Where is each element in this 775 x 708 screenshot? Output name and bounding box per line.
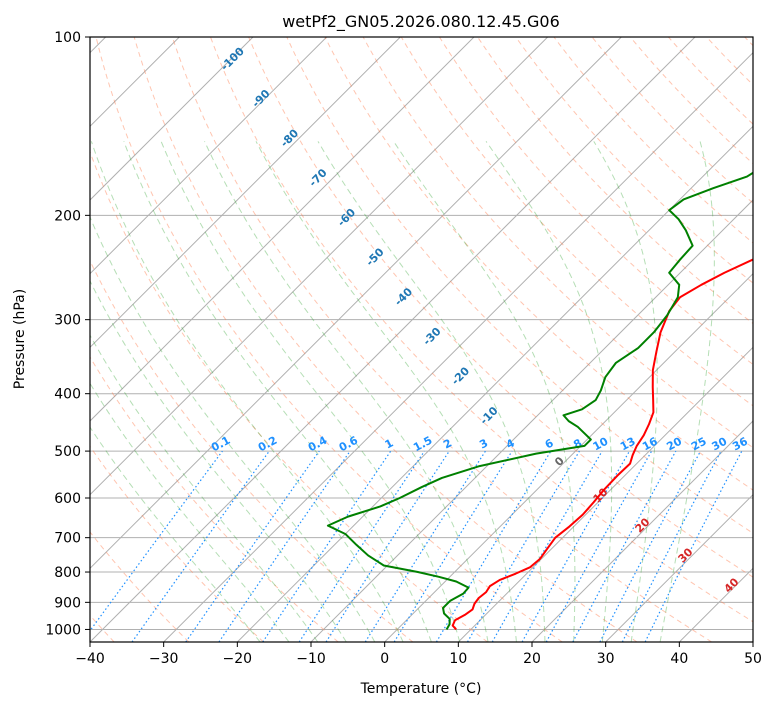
moist-adiabat-line (393, 141, 576, 642)
x-tick-label: −40 (75, 651, 105, 667)
isotherm-line (90, 37, 622, 570)
x-tick-label: 20 (523, 651, 541, 667)
y-tick-label: 900 (54, 595, 81, 611)
mixing-ratio-label: 16 (640, 435, 660, 454)
y-tick-label: 200 (54, 208, 81, 224)
isotherm-line (531, 420, 753, 642)
moist-adiabat-line (485, 141, 613, 642)
isotherm-line (90, 37, 696, 642)
isotherm-line (236, 125, 753, 642)
isotherm-line (310, 199, 753, 642)
mixing-ratio-line (491, 450, 603, 642)
isotherm-line (90, 37, 254, 201)
moist-adiabat-line (90, 426, 261, 642)
y-tick-label: 600 (54, 491, 81, 507)
moist-adiabat-line (90, 279, 347, 642)
isotherm-line (90, 37, 401, 349)
y-axis-label: Pressure (hPa) (12, 289, 28, 389)
dry-adiabat-line (95, 37, 563, 642)
chart-title: wetPf2_GN05.2026.080.12.45.G06 (282, 12, 560, 32)
moist-adiabat-line (90, 141, 404, 642)
y-tick-label: 1000 (45, 622, 81, 638)
dewpoint-profile-line (326, 171, 753, 630)
y-tick-label: 100 (54, 30, 81, 46)
isotherm-line (457, 346, 753, 642)
mixing-ratio-line (218, 450, 351, 642)
axes: −40 −30 −20 −10 0 10 20 30 40 50 1000 900 800 700 600 5… (45, 30, 762, 667)
mixing-ratio-label: 25 (689, 435, 709, 454)
y-tick-label: 500 (54, 444, 81, 460)
moist-adiabat-line (593, 141, 658, 642)
dry-adiabat-line (362, 37, 753, 449)
moist-adiabat-line (317, 141, 546, 642)
isotherm-line (605, 493, 753, 642)
x-tick-label: 50 (744, 651, 762, 667)
x-tick-label: 0 (380, 651, 389, 667)
mixing-ratio-label: 13 (618, 435, 638, 454)
moist-adiabat-line (204, 141, 489, 642)
mixing-ratio-line (90, 450, 223, 632)
x-tick-label: −30 (149, 651, 179, 667)
dry-adiabat-line (90, 259, 414, 642)
dry-adiabat-line (90, 531, 190, 642)
moist-adiabat-line (123, 141, 432, 642)
mixing-ratio-line (521, 450, 631, 642)
moist-adiabat-line (659, 141, 715, 642)
isotherm-line (163, 51, 753, 642)
mixing-ratio-line (393, 450, 513, 642)
dry-adiabat-line (439, 37, 753, 366)
y-tick-label: 800 (54, 565, 81, 581)
mixing-ratio-line (545, 450, 653, 642)
mixing-ratio-line (185, 450, 320, 642)
moist-adiabat-line (90, 334, 319, 642)
mixing-ratio-label: 30 (710, 435, 730, 454)
y-tick-label: 700 (54, 531, 81, 547)
dry-adiabat-line (90, 356, 339, 642)
mixing-ratio-label: 10 (591, 435, 611, 454)
y-tick-label: 400 (54, 387, 81, 403)
x-tick-label: 30 (597, 651, 615, 667)
isotherm-line (90, 37, 475, 422)
mixing-ratio-line (572, 450, 677, 642)
mixing-ratio-line (466, 450, 580, 642)
plot-frame (89, 36, 754, 643)
x-axis-label: Temperature (°C) (360, 681, 482, 697)
moist-adiabat-line (90, 382, 290, 642)
isotherm-line (90, 37, 549, 496)
isotherm-line (90, 37, 328, 275)
temperature-profile-line (451, 258, 753, 631)
x-tick-label: −20 (223, 651, 253, 667)
mixing-ratio-line (435, 450, 552, 642)
mixing-ratio-line (131, 450, 270, 642)
x-tick-label: −10 (296, 651, 326, 667)
dry-adiabat-line (133, 37, 638, 642)
x-tick-label: 10 (449, 651, 467, 667)
mixing-ratio-line (325, 450, 450, 642)
dry-adiabat-line (324, 37, 753, 491)
dry-adiabat-line (400, 37, 753, 407)
dry-adiabat-line (210, 37, 753, 623)
mixing-ratio-label: 20 (664, 435, 684, 454)
isotherm-line (384, 272, 753, 642)
y-tick-label: 300 (54, 313, 81, 329)
dry-adiabat-line (286, 37, 753, 534)
mixing-ratio-line (364, 450, 486, 642)
x-tick-label: 40 (670, 651, 688, 667)
mixing-ratio-label: 36 (730, 435, 750, 454)
dry-adiabat-line (248, 37, 753, 578)
